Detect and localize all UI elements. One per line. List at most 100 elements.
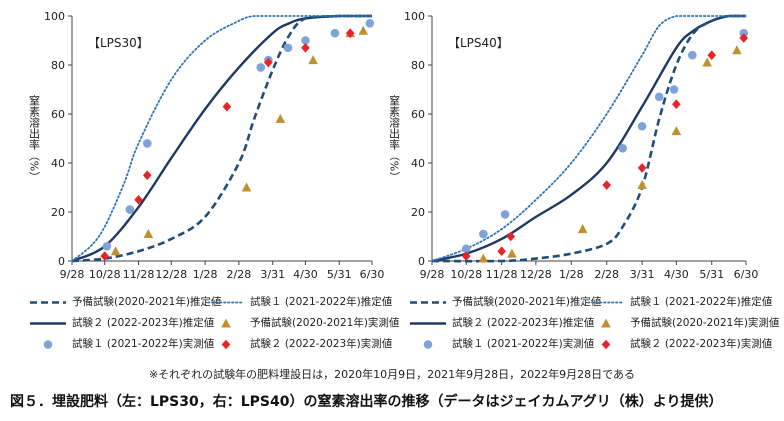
- series-line-est2022: [431, 14, 746, 263]
- legend-label: 予備試験(2020-2021年)推定値: [452, 296, 602, 308]
- y-tick-label: 100: [404, 10, 425, 23]
- data-point-obs2022: [301, 43, 310, 53]
- legend-item-obs2021: 試験１ (2021-2022年)実測値: [28, 334, 214, 355]
- legend-item-obs2021: 試験１ (2021-2022年)実測値: [408, 334, 594, 355]
- figure-caption: 図５．埋設肥料（左：LPS30，右：LPS40）の窒素溶出率の推移（データはジェ…: [10, 394, 723, 410]
- data-point-obs2022: [739, 33, 749, 43]
- data-point-obs2022: [142, 170, 152, 181]
- data-point-obs2020: [577, 224, 588, 234]
- x-tick-label: 10/28: [450, 268, 482, 281]
- y-tick-label: 80: [51, 59, 65, 72]
- series-points-obs2021: [102, 19, 375, 251]
- x-tick-label: 5/31: [699, 268, 724, 281]
- data-point-obs2022: [637, 163, 647, 173]
- legend-row: 試験１ (2021-2022年)実測値 試験２ (2022-2023年)実測値: [28, 334, 393, 355]
- legend-item-obs2020: 予備試験(2020-2021年)実測値: [206, 313, 399, 334]
- chart-right-lps40: 0 20 40 60 80 100 9/28 10/28 11/28 12/28 1/28 2/28 3…: [390, 10, 759, 281]
- legend-left: 予備試験(2020-2021年)推定値 試験１ (2021-2022年)推定値 試験…: [28, 292, 399, 355]
- chart-left-lps30: 0 20 40 60 80 100 9/28 10/28 11/28 12/28 1/28 2/28 3…: [28, 10, 385, 281]
- data-point-obs2022: [100, 251, 110, 261]
- series-line-est2020: [71, 14, 372, 263]
- x-tick-label: 12/28: [155, 268, 187, 281]
- data-point-obs2020: [308, 55, 318, 65]
- legend-symbol-dotted-line: [586, 292, 626, 313]
- legend-label: 試験２ (2022-2023年)推定値: [72, 317, 215, 329]
- x-tick-label: 12/28: [520, 268, 552, 281]
- x-tick-label: 9/28: [60, 268, 85, 281]
- legend-symbol-solid-line: [28, 313, 68, 334]
- legend-label: 試験２ (2022-2023年)実測値: [250, 338, 393, 350]
- data-point-obs2021: [461, 244, 471, 254]
- data-point-obs2020: [110, 246, 121, 256]
- x-tick-label: 11/28: [486, 268, 518, 281]
- data-point-obs2020: [241, 182, 252, 192]
- series-points-obs2021: [461, 28, 749, 254]
- data-point-obs2020: [732, 45, 742, 55]
- legend-item-est2021: 試験１ (2021-2022年)推定値: [586, 292, 772, 313]
- data-point-obs2022: [707, 50, 717, 60]
- data-point-obs2021: [365, 19, 375, 28]
- x-tick-label: 1/28: [193, 268, 218, 281]
- data-point-obs2021: [618, 144, 627, 153]
- data-point-obs2020: [478, 253, 489, 263]
- data-point-obs2021: [301, 36, 310, 45]
- series-points-obs2022: [461, 33, 749, 261]
- data-point-obs2021: [142, 139, 152, 148]
- legend-symbol-diamond: [206, 334, 246, 355]
- x-tick-label: 9/28: [420, 268, 445, 281]
- data-point-obs2022: [345, 28, 355, 38]
- data-point-obs2021: [739, 28, 749, 38]
- x-tick-label: 2/28: [227, 268, 252, 281]
- data-point-obs2021: [125, 205, 135, 214]
- data-point-obs2020: [358, 25, 369, 35]
- data-point-obs2020: [275, 113, 286, 123]
- legend-label: 試験１ (2021-2022年)推定値: [630, 296, 773, 308]
- y-axis-label: 窒素溶出率（%）: [28, 93, 41, 182]
- legend-symbol-triangle: [206, 313, 246, 334]
- data-point-obs2021: [500, 210, 510, 219]
- y-tick-label: 40: [51, 157, 65, 170]
- x-tick-label: 10/28: [89, 268, 121, 281]
- data-point-obs2020: [143, 229, 154, 239]
- legend-label: 試験１ (2021-2022年)推定値: [250, 296, 393, 308]
- data-point-obs2021: [479, 229, 488, 239]
- data-point-obs2021: [330, 28, 340, 38]
- series-points-obs2020: [478, 45, 742, 263]
- x-tick-label: 3/31: [630, 268, 655, 281]
- data-point-obs2022: [264, 57, 273, 68]
- legend-label: 予備試験(2020-2021年)推定値: [72, 296, 222, 308]
- panel-label: 【LPS40】: [448, 36, 509, 50]
- y-tick-label: 80: [411, 59, 425, 72]
- x-tick-label: 1/28: [559, 268, 584, 281]
- data-point-obs2022: [134, 194, 143, 205]
- legend-item-obs2022: 試験２ (2022-2023年)実測値: [586, 334, 772, 355]
- legend-symbol-circle: [28, 334, 68, 355]
- y-tick-label: 20: [411, 206, 425, 219]
- legend-item-est2022: 試験２ (2022-2023年)推定値: [28, 313, 214, 334]
- data-point-obs2021: [283, 43, 293, 53]
- series-line-est2021: [431, 15, 747, 262]
- x-tick-label: 6/30: [734, 268, 759, 281]
- legend-label: 試験２ (2022-2023年)推定値: [452, 317, 595, 329]
- legend-symbol-solid-line: [408, 313, 448, 334]
- legend-row: 試験２ (2022-2023年)推定値 予備試験(2020-2021年)実測値: [28, 313, 399, 334]
- legend-label: 試験１ (2021-2022年)実測値: [452, 338, 595, 350]
- x-tick-label: 2/28: [594, 268, 619, 281]
- legend-symbol-dashed-line: [28, 292, 68, 313]
- legend-row: 予備試験(2020-2021年)推定値 試験１ (2021-2022年)推定値: [408, 292, 778, 313]
- data-point-obs2021: [654, 92, 664, 102]
- data-point-obs2021: [688, 50, 697, 60]
- legend-item-est2022: 試験２ (2022-2023年)推定値: [408, 313, 594, 334]
- legend-symbol-triangle: [586, 313, 626, 334]
- y-axis-label: 窒素溶出率（%）: [390, 93, 401, 182]
- legend-symbol-dotted-line: [206, 292, 246, 313]
- x-tick-label: 11/28: [123, 268, 155, 281]
- footnote: ※それぞれの試験年の肥料埋設日は，2020年10月9日，2021年9月28日，2…: [148, 368, 636, 381]
- data-point-obs2022: [672, 99, 681, 109]
- legend-symbol-dashed-line: [408, 292, 448, 313]
- axes: 0 20 40 60 80 100 9/28 10/28 11/28 12/28 1/28 2/28 3…: [44, 10, 384, 281]
- legend-label: 予備試験(2020-2021年)実測値: [630, 317, 780, 329]
- data-point-obs2021: [256, 63, 266, 72]
- legend-item-est2021: 試験１ (2021-2022年)推定値: [206, 292, 392, 313]
- legend-label: 試験２ (2022-2023年)実測値: [630, 338, 773, 350]
